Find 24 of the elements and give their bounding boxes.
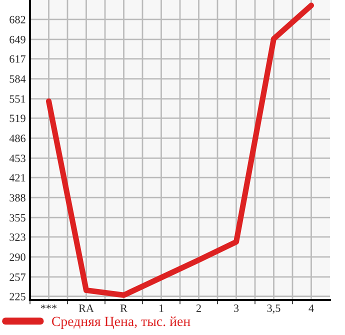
x-tick-label: 1 xyxy=(159,304,164,312)
x-tick-label: R xyxy=(120,304,128,312)
x-tick-label: *** xyxy=(40,304,57,309)
y-tick-label: 649 xyxy=(10,36,26,44)
y-tick-label: 355 xyxy=(10,214,26,222)
y-tick-label: 388 xyxy=(10,194,26,202)
x-tick-label: 3,5 xyxy=(267,304,280,314)
y-tick-label: 225 xyxy=(10,292,26,300)
y-tick-label: 519 xyxy=(10,114,26,122)
x-tick-label: 3 xyxy=(234,304,239,312)
x-tick-label: 2 xyxy=(196,304,201,312)
y-tick-label: 323 xyxy=(10,233,26,241)
y-tick-label: 551 xyxy=(10,95,26,103)
y-tick-label: 584 xyxy=(10,75,26,83)
y-tick-label: 453 xyxy=(9,154,26,162)
y-tick-label: 682 xyxy=(10,16,26,24)
y-tick-label: 617 xyxy=(10,55,26,63)
x-tick-label: RA xyxy=(78,304,94,312)
y-tick-label: 290 xyxy=(10,253,26,261)
y-tick-label: 486 xyxy=(9,134,26,142)
legend-label: Средняя Цена, тыс. йен xyxy=(52,316,190,329)
x-tick-label: 4 xyxy=(308,304,314,312)
y-tick-label: 257 xyxy=(10,273,26,281)
y-tick-label: 421 xyxy=(9,174,26,182)
